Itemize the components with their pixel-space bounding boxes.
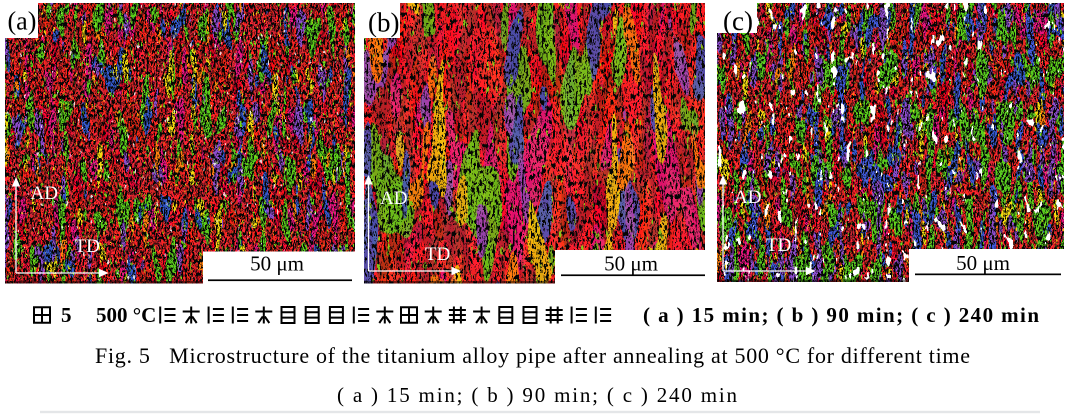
svg-text:TD: TD	[425, 244, 450, 265]
svg-text:50 μm: 50 μm	[956, 251, 1010, 275]
svg-text:(a): (a)	[8, 7, 37, 36]
svg-text:50 μm: 50 μm	[250, 252, 304, 276]
svg-text:TD: TD	[75, 236, 100, 257]
svg-text:50 μm: 50 μm	[604, 252, 658, 276]
svg-text:500 °C: 500 °C	[96, 303, 156, 327]
svg-text:TD: TD	[766, 235, 791, 256]
svg-text:( a ) 15 min; ( b ) 90 min;: ( a ) 15 min; ( b ) 90 min; ( c ) 240 mi…	[337, 383, 738, 407]
svg-text:AD: AD	[31, 183, 58, 204]
svg-text:AD: AD	[734, 187, 761, 208]
svg-text:(c): (c)	[723, 6, 753, 36]
svg-text:5: 5	[61, 303, 72, 327]
svg-text:AD: AD	[380, 188, 407, 209]
svg-text:Fig. 5 Microstructure of the: Fig. 5 Microstructure of the titanium al…	[95, 343, 970, 368]
svg-text:( a ) 15 min; ( b ) 90 min;: ( a ) 15 min; ( b ) 90 min; ( c ) 240 mi…	[643, 303, 1039, 327]
svg-text:(b): (b)	[368, 8, 399, 38]
